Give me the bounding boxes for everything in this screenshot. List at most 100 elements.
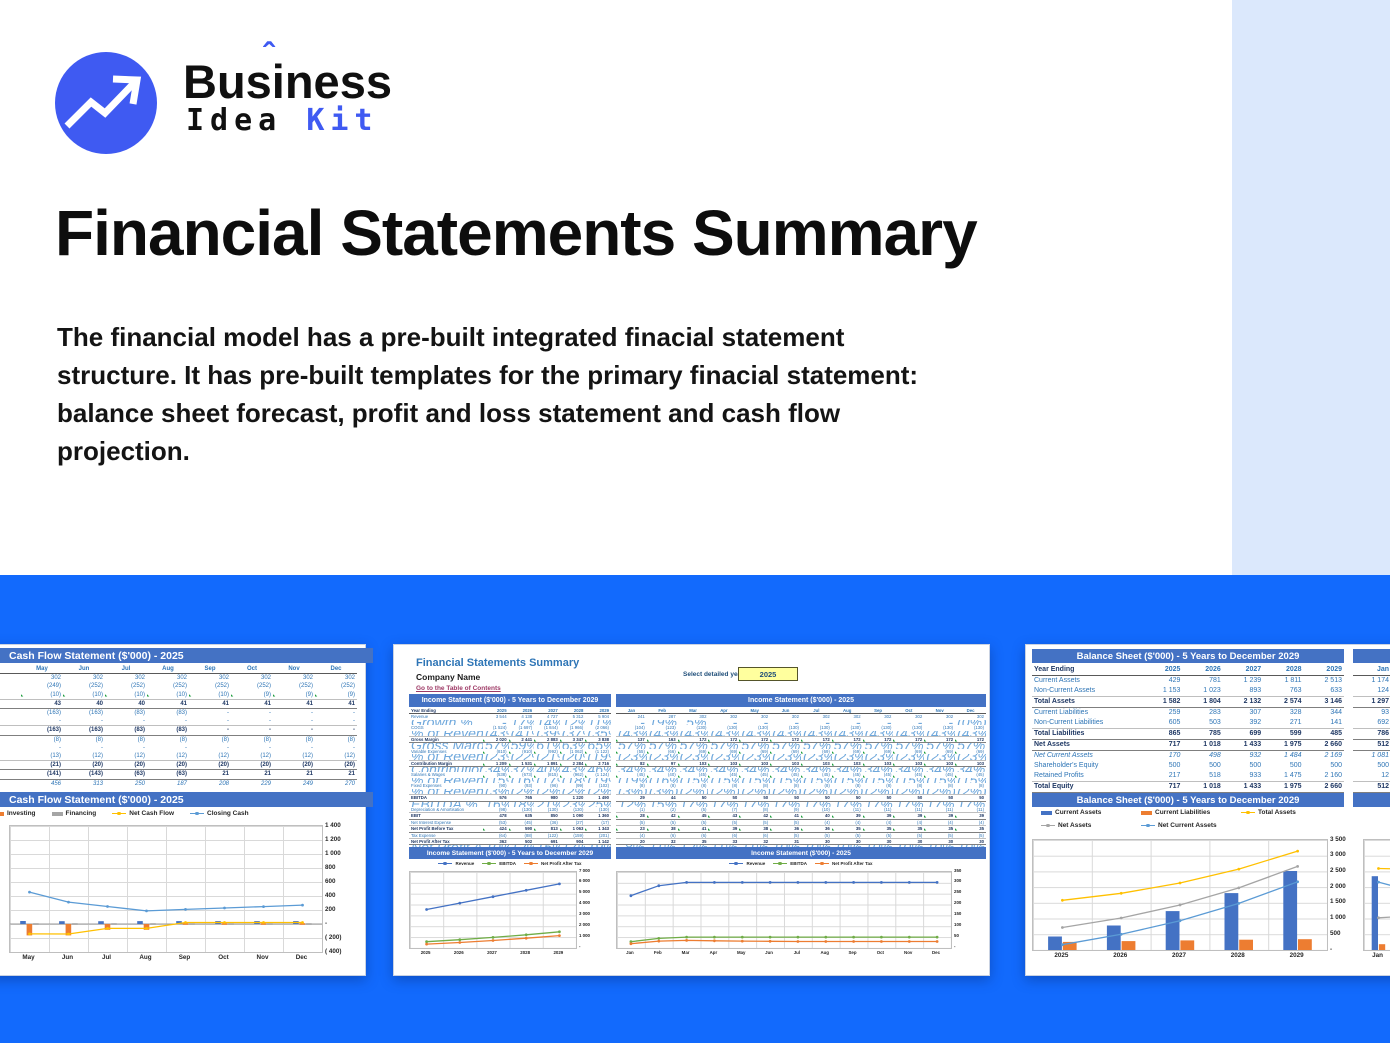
chart-line [1062, 881, 1298, 946]
table-cell: 172 [831, 735, 863, 744]
table-cell: 17% [924, 801, 955, 807]
bar-swatch [51, 811, 63, 816]
table-row: (3%)(3%)(2%)(2%)(2%)(2%)(2%)(2%)(2%)(2%)… [616, 789, 986, 795]
table-row: Retained Profits 217 518 933 1 475 2 160 [1032, 771, 1344, 782]
table-cell: (4) [978, 819, 984, 825]
chart-point [935, 935, 939, 939]
table-cell: 17% [801, 801, 832, 807]
balance-chart-legend-row1: Current Assets Current Liabilities Total A… [1041, 809, 1341, 816]
chart-bar [176, 921, 182, 924]
table-cell: 2029 [1303, 665, 1344, 676]
table-row: Gross Margin %57%59%61%63%65% [409, 743, 611, 749]
table-cell: 717 [1142, 739, 1183, 751]
x-axis-label: Nov [904, 950, 913, 955]
table-cell: (9) [231, 690, 273, 700]
table-cell: 35 [924, 825, 956, 833]
detailed-year-select[interactable]: 2025 [738, 667, 798, 681]
table-cell: (43%) [863, 731, 894, 737]
table-cell: (810) [483, 748, 509, 755]
table-cell: 813 [534, 825, 560, 833]
table-row: 512 [1353, 739, 1390, 751]
table-cell: (15%) [708, 778, 739, 783]
table-cell: (130) [522, 806, 533, 812]
table-cell: 2027 [534, 708, 560, 715]
table-cell: 691 [534, 837, 560, 846]
table-cell: 1 220 [559, 794, 586, 802]
table-cell: (45) [893, 772, 925, 778]
y-axis-label: 1 000 [579, 932, 590, 938]
table-cell: 3 544 [495, 714, 507, 720]
table-cell: % of Revenue [409, 778, 483, 783]
table-cell: 12% [560, 720, 586, 725]
table-row: 29 44 50 50 50 50 50 50 50 50 50 50 [616, 794, 986, 802]
x-axis-label: Aug [820, 950, 829, 955]
table-cell: (69) [831, 748, 863, 755]
table-cell: 1 174 [1371, 677, 1389, 684]
chart-bar [104, 924, 111, 930]
table-cell: (43%) [647, 731, 678, 737]
table-cell: (130) [973, 725, 984, 731]
table-cell: 785 [1182, 728, 1223, 740]
y-axis-label: - [579, 943, 581, 949]
legend-item: Net Profit After Tax [524, 861, 582, 866]
table-cell: 42 [646, 812, 678, 820]
table-cell: (15%) [863, 778, 894, 783]
table-cell: (23%) [955, 754, 986, 760]
chart-point [880, 881, 883, 884]
table-cell: Tax Expense [411, 832, 436, 838]
table-cell: (122) [547, 832, 558, 838]
table-row: Fixed Expenses (90) (93) (96) (99) (102) [409, 783, 611, 788]
table-cell: 302 [699, 714, 707, 720]
x-axis-labels: May Jun Jul Aug Sep Oct Nov Dec [9, 954, 321, 961]
table-cell: - [801, 720, 832, 725]
table-cell: (9) [273, 690, 315, 700]
table-cell: 500 [1168, 762, 1181, 769]
table-cell [0, 690, 21, 700]
table-row: (141) (143) (63) (63) 21 21 21 21 [0, 769, 357, 780]
table-cell: (12) [302, 753, 313, 760]
table-row: (55) (66) (69) (69) (69) (69) (69) (69) (69) (69)… [616, 748, 986, 755]
table-cell: (5) [978, 832, 984, 838]
table-cell: (2%) [708, 789, 739, 795]
table-row: -19%5%--------(0%) [616, 720, 986, 725]
table-cell: 57% [678, 743, 709, 749]
table-row: (1) (2) (5) (7) (8) (9) (10) (11) (11) (11) (11) (1… [616, 807, 986, 813]
x-axis-labels: 2025 2026 2027 2028 2029 [409, 950, 575, 955]
table-row: 124 [1353, 686, 1390, 697]
chart-point [824, 940, 828, 943]
chart-point [491, 936, 495, 939]
table-row: Tax Expense (64) (88) (122) (159) (201) [409, 832, 611, 838]
table-of-contents-link[interactable]: Go to the Table of Contents [416, 685, 501, 692]
y-axis-label: 50 [954, 932, 959, 938]
table-cell: 35 [831, 825, 863, 833]
table-cell: (11) [976, 806, 984, 812]
table-cell: (2%) [863, 789, 894, 795]
table-cell: 35 [862, 825, 894, 833]
table-cell: 259 [1168, 709, 1181, 716]
logo-title-text: Business [183, 55, 392, 108]
table-cell: (15%) [893, 778, 924, 783]
cash-flow-panel: Cash Flow Statement ($'000) - 2025 May Ju… [0, 644, 373, 976]
table-cell: 1 891 [534, 759, 560, 768]
table-cell: 763 [1289, 687, 1302, 694]
x-axis-label: Sep [848, 950, 857, 955]
table-cell: Jul [105, 665, 147, 675]
table-cell: 38 [739, 825, 771, 833]
income-year-table: Jan Feb Mar Apr May Jun Jul Aug Sep Oct Nov Dec 241 2… [616, 708, 986, 851]
table-cell: 1 804 [1182, 696, 1223, 708]
table-cell: (5) [701, 806, 707, 812]
description-line: structure. It has pre-built templates fo… [57, 360, 919, 390]
logo-title: Business ˆ [183, 37, 392, 109]
table-cell [0, 752, 21, 761]
chart-bar [1378, 944, 1386, 950]
table-cell: 302 [760, 714, 769, 720]
table-cell: (43%) [616, 731, 647, 737]
table-cell: 1 484 [1284, 752, 1302, 759]
line-swatch [112, 811, 127, 816]
table-cell: Nov [273, 665, 315, 675]
table-cell [0, 744, 21, 752]
table-cell: (8) [347, 736, 355, 743]
chart-bar [306, 923, 312, 925]
table-cell: (130) [547, 806, 558, 812]
table-cell: - [353, 718, 355, 725]
